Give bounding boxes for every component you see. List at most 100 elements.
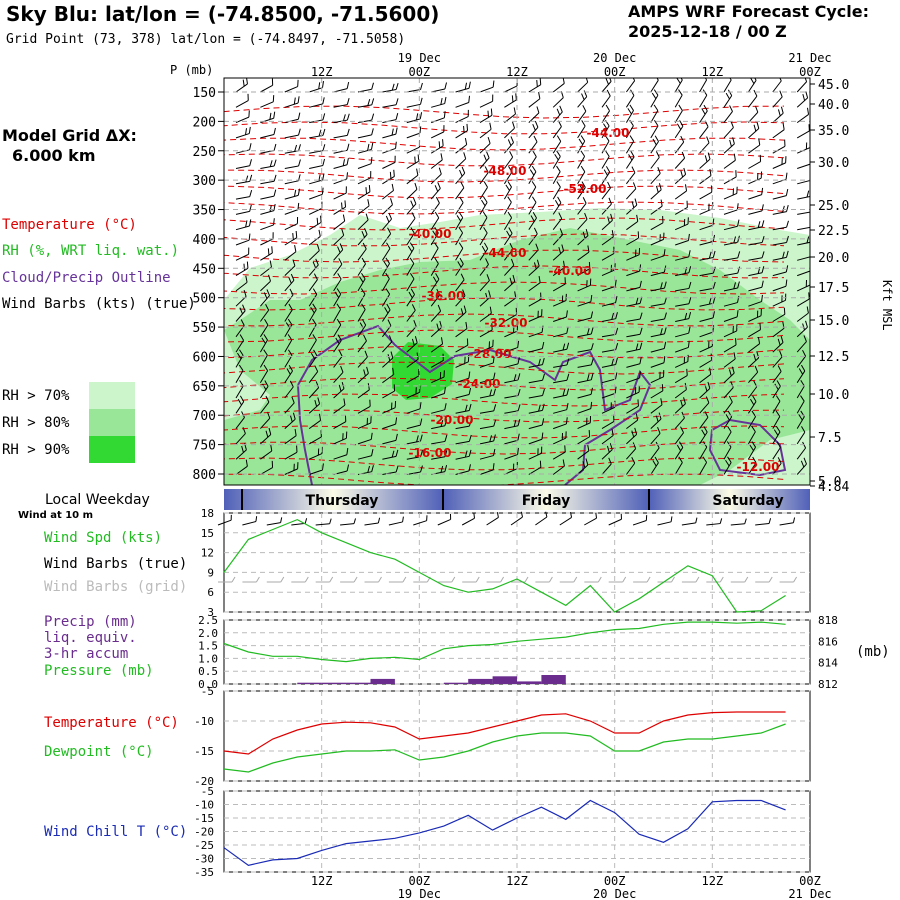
wind-barb-staff [625, 140, 635, 154]
wind-barb-feather [707, 381, 711, 389]
wind-barb-feather [573, 576, 578, 583]
wind-barb-feather [579, 184, 584, 192]
wind-barb-staff [552, 83, 565, 93]
wind-barb-staff [674, 403, 686, 414]
wind-barb-staff [308, 453, 323, 460]
wind-barb-staff [455, 279, 465, 292]
wind-barb-true [364, 517, 381, 526]
wind-barb-feather [241, 445, 244, 453]
day-band-saturday [649, 489, 810, 510]
wind-barb-staff [260, 180, 275, 185]
wind-barb-staff [479, 280, 490, 292]
wind-barb [796, 124, 810, 139]
precip-bar [443, 682, 469, 684]
wind-barb-staff [503, 186, 512, 200]
wind-barb-feather [292, 412, 296, 420]
temperature-contour [224, 201, 785, 215]
wind-barb-feather [779, 350, 783, 358]
wind-barb-feather [695, 576, 700, 583]
wind-barb [625, 135, 635, 154]
wind-barb-feather [680, 170, 684, 178]
wind-barb-feather [505, 184, 510, 191]
wind-barb-feather [487, 110, 490, 118]
wind-barb-staff [260, 195, 275, 200]
y-tick-label: 3 [207, 606, 214, 619]
wind-barb-grid [291, 576, 309, 583]
wind-barb-feather [419, 402, 422, 409]
temperature-contour [224, 473, 785, 485]
wind-barb-feather [688, 297, 692, 304]
wind-barb-feather [384, 307, 389, 314]
wind-barb-feather [265, 395, 270, 403]
wind-barb-staff [796, 447, 806, 460]
wind-barb [674, 426, 684, 445]
precip-bar [297, 682, 322, 684]
wind-barb-feather [493, 419, 497, 427]
wind-barb [455, 137, 468, 154]
wind-barb-true [657, 516, 673, 526]
pressure-tick-label: 150 [193, 86, 216, 101]
wind-barb-staff [650, 318, 665, 322]
wind-barb-feather [239, 380, 244, 387]
wind-barb [503, 211, 513, 230]
wind-barb-feather [313, 273, 318, 280]
wind-barb-feather [411, 212, 416, 219]
wind-barb-staff [308, 309, 317, 322]
temperature-contour [224, 345, 785, 359]
wind-barb [309, 144, 326, 154]
wind-barb [675, 250, 691, 261]
wind-barb-feather [457, 261, 462, 268]
wind-barb-feather [581, 93, 585, 100]
wind-barb-staff [577, 251, 590, 261]
wind-barb-staff [260, 450, 273, 460]
wind-barb-staff [235, 310, 246, 322]
wind-barb-staff [650, 303, 665, 307]
top-date-label: 20 Dec [593, 51, 636, 65]
wind-barb-staff [406, 471, 421, 475]
wind-barb-grid [584, 576, 602, 583]
wind-barb-feather [590, 295, 593, 302]
height-tick-label: 10.0 [818, 388, 849, 403]
wind-barb-true [608, 513, 622, 526]
wind-barb-staff [333, 421, 347, 430]
wind-barb [650, 312, 667, 322]
wind-barb-staff [504, 363, 519, 368]
wind-barb-feather [371, 128, 374, 136]
wind-barb [723, 219, 740, 231]
precip-bar [541, 675, 566, 684]
wind-barb-staff [309, 193, 323, 200]
cloud-outline-west [297, 384, 313, 485]
wind-barb-feather [273, 189, 277, 197]
wind-barb [284, 364, 293, 383]
wind-barb-feather [606, 89, 611, 97]
wind-barb-staff [553, 364, 568, 368]
wind-barb-feather [238, 364, 244, 371]
wind-barb-feather [705, 396, 710, 403]
wind-barb-feather [287, 349, 293, 356]
precip-bar [346, 682, 371, 684]
wind-barb-staff [675, 287, 690, 292]
wind-barb [357, 432, 373, 445]
wind-barb-staff [503, 202, 512, 215]
temperature-contour [224, 153, 785, 167]
wind-barb-feather [493, 434, 496, 442]
wind-barb [674, 397, 686, 414]
wind-barb-feather [287, 334, 293, 341]
wind-barb-feather [509, 277, 513, 285]
wind-barb [699, 456, 708, 475]
wind-barb-feather [639, 312, 643, 320]
wind-barb-feather [489, 306, 492, 314]
wind-barb-staff [333, 355, 343, 368]
wind-barb [430, 370, 445, 384]
temperature-contour-label: -44.00 [587, 126, 630, 140]
wind-barb-feather [517, 373, 521, 381]
wind-barb-feather [438, 167, 442, 175]
wind-barb-staff [748, 301, 762, 307]
wind-barb-staff [430, 202, 440, 215]
wind-barb-feather [562, 389, 566, 397]
wind-barb [674, 135, 685, 154]
wind-barb-feather [744, 576, 749, 583]
wind-barb [747, 425, 756, 445]
wind-barb-staff [284, 451, 298, 460]
wind-barb [235, 395, 245, 414]
